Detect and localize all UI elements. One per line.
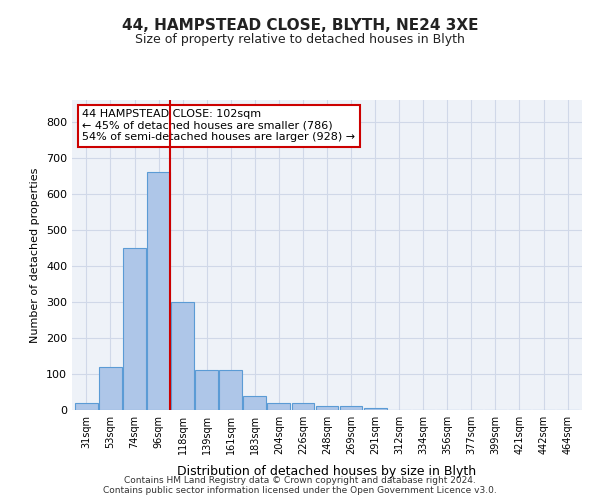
Y-axis label: Number of detached properties: Number of detached properties [31,168,40,342]
Bar [123,248,146,410]
Bar [75,403,98,410]
Bar [340,406,362,410]
Bar [364,408,386,410]
Text: Contains HM Land Registry data © Crown copyright and database right 2024.
Contai: Contains HM Land Registry data © Crown c… [103,476,497,495]
Bar [195,370,218,410]
Bar [171,302,194,410]
X-axis label: Distribution of detached houses by size in Blyth: Distribution of detached houses by size … [178,466,476,478]
Bar [292,403,314,410]
Text: 44 HAMPSTEAD CLOSE: 102sqm
← 45% of detached houses are smaller (786)
54% of sem: 44 HAMPSTEAD CLOSE: 102sqm ← 45% of deta… [82,110,355,142]
Text: Size of property relative to detached houses in Blyth: Size of property relative to detached ho… [135,32,465,46]
Text: 44, HAMPSTEAD CLOSE, BLYTH, NE24 3XE: 44, HAMPSTEAD CLOSE, BLYTH, NE24 3XE [122,18,478,32]
Bar [316,406,338,410]
Bar [244,396,266,410]
Bar [268,403,290,410]
Bar [147,172,170,410]
Bar [220,370,242,410]
Bar [99,366,122,410]
